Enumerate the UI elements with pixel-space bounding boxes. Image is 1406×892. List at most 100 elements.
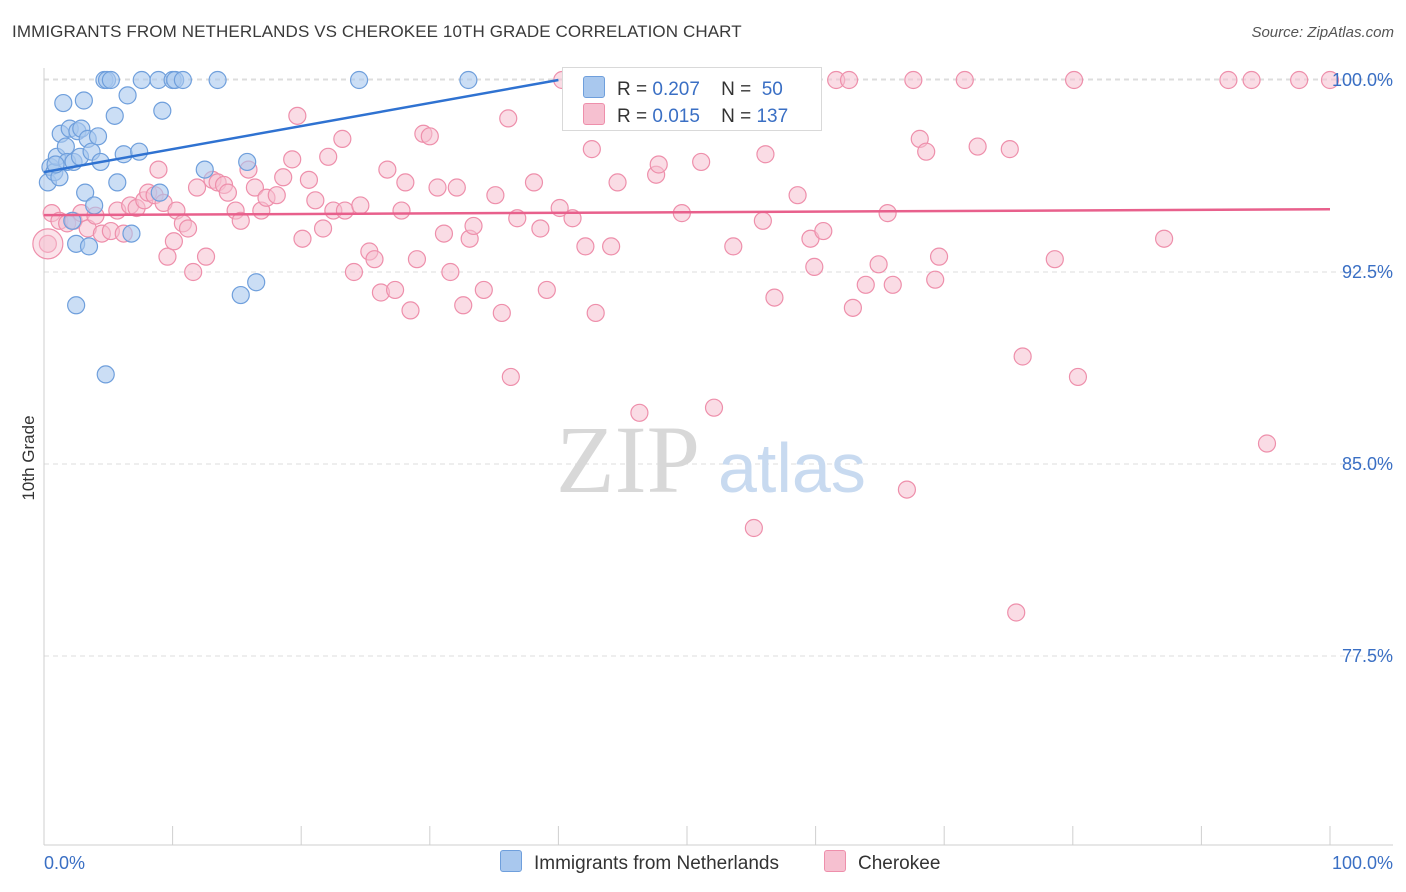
- cherokee-point: [283, 150, 302, 169]
- cherokee-point: [501, 367, 520, 387]
- cherokee-point: [765, 288, 784, 307]
- netherlands-point: [231, 285, 250, 305]
- cherokee-point: [839, 70, 859, 90]
- netherlands-point: [130, 142, 149, 161]
- netherlands-swatch: [583, 76, 605, 98]
- cherokee-point: [878, 204, 897, 223]
- cherokee-point: [428, 178, 447, 197]
- cherokee-point: [1155, 229, 1174, 248]
- cherokee-point: [267, 186, 286, 205]
- netherlands-point: [247, 273, 266, 292]
- cherokee-point: [288, 106, 307, 125]
- netherlands-point: [56, 137, 75, 156]
- y-tick-label: 92.5%: [1342, 262, 1393, 282]
- cherokee-point: [454, 296, 473, 315]
- netherlands-point: [208, 70, 227, 90]
- cherokee-point: [917, 142, 936, 161]
- legend-item-cherokee[interactable]: Cherokee: [824, 850, 940, 875]
- cherokee-point: [474, 280, 493, 300]
- cherokee-point: [293, 229, 312, 248]
- watermark-zip: ZIP: [556, 406, 700, 513]
- cherokee-point: [187, 178, 207, 197]
- r-value-cherokee: 0.015: [652, 106, 700, 127]
- r-value-netherlands: 0.207: [652, 79, 700, 100]
- netherlands-points: [38, 70, 478, 384]
- stats-legend: R = 0.207 N = 50 R = 0.015 N = 137: [562, 67, 822, 131]
- legend-item-netherlands[interactable]: Immigrants from Netherlands: [500, 850, 779, 875]
- cherokee-point: [692, 152, 711, 172]
- cherokee-point: [724, 237, 743, 256]
- cherokee-legend-swatch: [824, 850, 846, 872]
- watermark: ZIP atlas: [556, 406, 866, 513]
- cherokee-point: [335, 201, 355, 220]
- cherokee-point: [420, 127, 439, 146]
- netherlands-point: [238, 152, 257, 172]
- cherokee-point: [319, 147, 338, 166]
- cherokee-point: [1064, 70, 1084, 90]
- cherokee-point: [1290, 70, 1309, 90]
- cherokee-point: [218, 183, 237, 202]
- cherokee-swatch: [583, 103, 605, 125]
- netherlands-point: [54, 93, 73, 113]
- netherlands-point: [173, 70, 192, 90]
- cherokee-point: [955, 70, 974, 90]
- cherokee-point: [883, 275, 902, 294]
- cherokee-point: [441, 262, 460, 282]
- netherlands-legend-label: Immigrants from Netherlands: [534, 853, 779, 874]
- cherokee-point: [756, 145, 775, 164]
- cherokee-point: [231, 211, 250, 230]
- trend-lines: [43, 78, 1331, 217]
- netherlands-point: [459, 70, 478, 90]
- x-tick-label-min: 0.0%: [44, 853, 85, 873]
- cherokee-point: [602, 237, 621, 256]
- cherokee-point: [245, 178, 265, 197]
- cherokee-point: [1320, 70, 1340, 90]
- netherlands-point: [118, 86, 137, 105]
- cherokee-point: [306, 191, 325, 210]
- netherlands-point: [85, 196, 104, 215]
- axes: [43, 68, 1393, 846]
- legend-row-cherokee: R = 0.015 N = 137: [583, 103, 788, 129]
- cherokee-point: [378, 160, 397, 179]
- cherokee-point: [1068, 367, 1088, 387]
- cherokee-point: [744, 518, 763, 538]
- netherlands-point: [132, 70, 151, 90]
- cherokee-point: [869, 255, 888, 274]
- cherokee-point: [486, 186, 505, 205]
- cherokee-point: [464, 216, 483, 236]
- netherlands-point: [74, 91, 93, 110]
- cherokee-point: [1045, 250, 1064, 269]
- netherlands-point: [153, 101, 172, 120]
- cherokee-point: [492, 303, 511, 323]
- x-tick-label-max: 100.0%: [1332, 853, 1393, 873]
- cherokee-point: [968, 137, 987, 156]
- cherokee-point: [649, 155, 668, 174]
- cherokee-point: [788, 186, 807, 205]
- cherokee-trend-line: [43, 208, 1331, 217]
- n-label: N =: [721, 106, 752, 127]
- cherokee-point: [434, 224, 454, 243]
- cherokee-point: [843, 298, 862, 317]
- netherlands-point: [108, 173, 127, 192]
- cherokee-point: [32, 228, 64, 260]
- cherokee-point: [904, 70, 923, 90]
- cherokee-point: [38, 234, 57, 253]
- netherlands-point: [122, 224, 141, 243]
- cherokee-point: [401, 301, 420, 320]
- cherokee-point: [531, 219, 550, 238]
- cherokee-point: [149, 160, 168, 179]
- netherlands-point: [349, 70, 369, 90]
- netherlands-point: [63, 211, 82, 230]
- cherokee-point: [333, 129, 352, 148]
- cherokee-point: [586, 303, 605, 323]
- cherokee-point: [608, 173, 627, 192]
- r-label: R =: [617, 106, 648, 127]
- netherlands-point: [150, 183, 169, 202]
- cherokee-point: [299, 170, 319, 189]
- cherokee-point: [805, 257, 824, 276]
- cherokee-point: [1242, 70, 1261, 90]
- netherlands-point: [105, 106, 124, 125]
- cherokee-point: [704, 398, 724, 417]
- n-value-cherokee: 137: [756, 106, 789, 127]
